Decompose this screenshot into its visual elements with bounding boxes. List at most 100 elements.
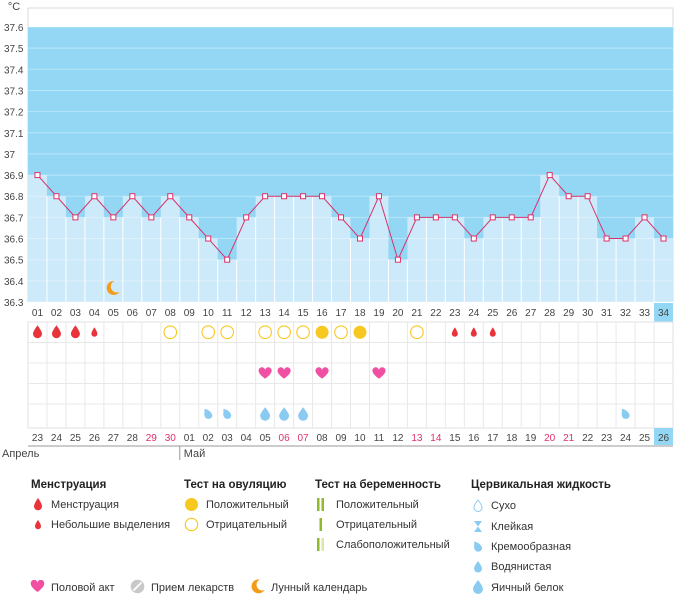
empty-circle-icon <box>184 517 199 532</box>
day-number-label: 02 <box>51 308 63 319</box>
calendar-date-label: 16 <box>468 433 480 444</box>
temperature-point <box>451 214 458 221</box>
day-number-label: 04 <box>89 308 101 319</box>
calendar-date-label: 21 <box>563 433 575 444</box>
intercourse-marker <box>277 367 291 379</box>
day-number-label: 27 <box>525 308 537 319</box>
calendar-date-label: 30 <box>165 433 177 444</box>
calendar-date-label: 02 <box>203 433 215 444</box>
temperature-point <box>224 256 231 263</box>
calendar-date-label: 06 <box>279 433 291 444</box>
y-tick-label: 36.3 <box>4 298 24 309</box>
ovulation-negative-marker <box>201 325 216 340</box>
day-number-label: 14 <box>279 308 291 319</box>
calendar-date-label: 25 <box>639 433 651 444</box>
temperature-point <box>527 214 534 221</box>
ovulation-negative-marker <box>277 325 291 340</box>
sticky-icon <box>474 521 482 532</box>
temperature-point <box>489 214 496 221</box>
y-tick-label: 37.4 <box>4 65 24 76</box>
calendar-date-label: 08 <box>316 433 328 444</box>
day-number-label: 31 <box>601 308 613 319</box>
cervical-fluid-egg-white-marker <box>260 407 271 421</box>
day-number-label: 15 <box>298 308 310 319</box>
temperature-point <box>72 214 79 221</box>
legend-title-cervical-fluid: Цервикальная жидкость <box>471 479 611 491</box>
day-number-label: 13 <box>260 308 272 319</box>
temperature-point <box>110 214 117 221</box>
temperature-point <box>641 214 648 221</box>
single-bar-icon <box>319 518 322 531</box>
temperature-point <box>262 193 269 200</box>
y-tick-label: 37.6 <box>4 23 24 34</box>
day-number-label: 08 <box>165 308 177 319</box>
y-tick-label: 36.7 <box>4 213 24 224</box>
legend-label-intercourse: Половой акт <box>51 582 115 594</box>
day-number-label: 21 <box>411 308 423 319</box>
watery-drop-icon <box>474 561 482 573</box>
moon-marker <box>106 280 120 295</box>
menstruation-marker <box>51 325 61 339</box>
temperature-point <box>129 193 136 200</box>
day-number-label: 23 <box>449 308 461 319</box>
legend-title-pregnancy-test: Тест на беременность <box>315 479 441 491</box>
calendar-date-label: 13 <box>411 433 423 444</box>
calendar-date-label: 19 <box>525 433 537 444</box>
temperature-point <box>53 193 60 200</box>
temperature-point <box>470 235 477 242</box>
day-number-label: 22 <box>430 308 442 319</box>
temperature-point <box>603 235 610 242</box>
heart-icon <box>30 580 45 592</box>
day-number-label: 24 <box>468 308 480 319</box>
temperature-point <box>432 214 439 221</box>
day-row-bg <box>28 302 673 322</box>
day-number-label: 20 <box>392 308 404 319</box>
legend-label-ovulation-positive: Положительный <box>206 499 289 511</box>
calendar-date-label: 26 <box>89 433 101 444</box>
menstruation-marker <box>70 325 80 339</box>
light-drop-icon <box>35 520 41 530</box>
creamy-drop-icon <box>474 541 483 552</box>
day-number-label: 33 <box>639 308 651 319</box>
spotting-marker <box>470 327 477 337</box>
y-tick-label: 37 <box>4 150 16 161</box>
temperature-point <box>660 235 667 242</box>
temperature-area <box>28 175 673 302</box>
y-tick-label: 36.9 <box>4 171 24 182</box>
day-number-label: 29 <box>563 308 575 319</box>
legend-label-dry: Сухо <box>491 500 516 512</box>
pill-icon <box>130 579 145 594</box>
calendar-date-label: 17 <box>487 433 499 444</box>
day-number-label: 19 <box>373 308 385 319</box>
heavy-drop-icon <box>34 498 42 511</box>
legend-title-menstruation: Менструация <box>31 479 107 491</box>
calendar-date-label: 03 <box>222 433 234 444</box>
ovulation-positive-marker <box>315 325 329 339</box>
calendar-date-label: 22 <box>582 433 594 444</box>
temperature-point <box>281 193 288 200</box>
calendar-date-label: 18 <box>506 433 518 444</box>
temperature-point <box>186 214 193 221</box>
calendar-date-label: 26 <box>658 433 670 444</box>
temperature-point <box>584 193 591 200</box>
legend-label-creamy: Кремообразная <box>491 541 572 553</box>
calendar-date-label: 24 <box>51 433 63 444</box>
bbt-chart: °C 36.3 36.4 36.5 36.6 36.7 36.8 36.9 37 37.1 37.2… <box>2 1 674 460</box>
temperature-point <box>356 235 363 242</box>
legend-label-menstruation: Менструация <box>51 499 119 511</box>
y-tick-label: 36.5 <box>4 256 24 267</box>
legend-label-ovulation-negative: Отрицательный <box>206 519 287 531</box>
calendar-date-label: 24 <box>620 433 632 444</box>
legend-label-pregnancy-faint: Слабоположительный <box>336 539 450 551</box>
temperature-point <box>148 214 155 221</box>
menstruation-marker <box>32 325 42 339</box>
y-tick-label: 37.2 <box>4 108 24 119</box>
temperature-point <box>243 214 250 221</box>
ovulation-negative-marker <box>163 325 178 340</box>
egg-white-drop-icon <box>473 580 483 594</box>
day-number-label: 30 <box>582 308 594 319</box>
spotting-marker <box>451 327 458 337</box>
intercourse-marker <box>372 367 386 379</box>
day-number-label: 16 <box>316 308 328 319</box>
calendar-date-label: 23 <box>601 433 613 444</box>
